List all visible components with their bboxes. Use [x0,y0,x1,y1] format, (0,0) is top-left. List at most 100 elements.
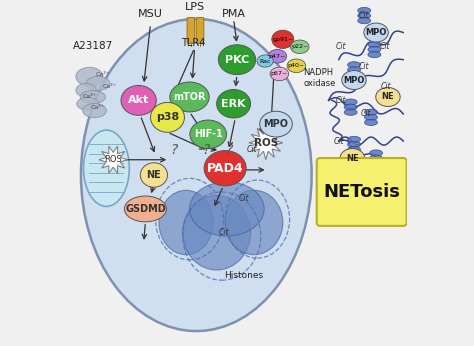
Text: Cit: Cit [381,82,392,91]
Text: GSDMD: GSDMD [125,204,166,214]
Text: p40~: p40~ [288,63,305,68]
FancyBboxPatch shape [196,18,204,43]
Text: Cit: Cit [359,62,369,71]
Polygon shape [249,126,283,160]
Ellipse shape [204,151,246,186]
Text: ROS: ROS [254,138,278,148]
Ellipse shape [291,40,309,54]
Ellipse shape [344,109,357,115]
Ellipse shape [347,72,360,78]
Ellipse shape [340,148,365,167]
Ellipse shape [368,52,381,58]
Text: p47~: p47~ [269,54,286,59]
FancyBboxPatch shape [187,18,195,43]
Text: Histones: Histones [224,271,264,280]
Text: MPO: MPO [264,119,289,129]
Ellipse shape [347,146,360,153]
Ellipse shape [159,190,213,255]
Ellipse shape [260,111,292,137]
Text: gp91~: gp91~ [272,37,293,42]
Ellipse shape [370,160,383,166]
Text: Rac: Rac [259,58,271,64]
Polygon shape [99,146,128,173]
Text: LPS: LPS [184,2,205,12]
Ellipse shape [86,76,110,91]
Ellipse shape [190,120,227,148]
Ellipse shape [80,91,106,103]
Ellipse shape [376,88,400,107]
Text: PMA: PMA [222,9,246,19]
Text: Ca²⁺: Ca²⁺ [91,104,105,110]
Text: Cit: Cit [359,11,369,20]
Text: PAD4: PAD4 [207,162,244,175]
Ellipse shape [170,82,209,112]
Ellipse shape [365,119,377,126]
FancyBboxPatch shape [317,158,407,226]
Text: Cit: Cit [335,42,346,51]
Ellipse shape [77,97,99,110]
Ellipse shape [121,85,156,115]
Ellipse shape [81,19,311,331]
Ellipse shape [344,104,357,110]
Ellipse shape [370,155,383,161]
Text: A23187: A23187 [73,41,113,51]
Text: NE: NE [346,154,359,163]
Text: NADPH
oxidase: NADPH oxidase [303,68,336,88]
Ellipse shape [272,30,294,48]
Text: MSU: MSU [138,9,163,19]
Ellipse shape [365,109,377,115]
Text: Ca²⁺: Ca²⁺ [103,84,117,89]
Text: Cit: Cit [238,194,249,203]
Ellipse shape [347,142,360,147]
Ellipse shape [347,136,360,143]
Text: p22~: p22~ [291,44,309,49]
Ellipse shape [365,114,377,120]
Ellipse shape [190,182,264,236]
Ellipse shape [368,46,381,53]
Text: ROS: ROS [104,155,122,164]
Text: Cit: Cit [379,42,390,51]
Text: Cit: Cit [361,109,371,118]
Ellipse shape [76,67,103,86]
Text: NE: NE [382,92,394,101]
Text: Cit: Cit [335,96,346,105]
Text: PKC: PKC [225,55,249,65]
Text: ?: ? [203,143,210,156]
Ellipse shape [140,163,167,187]
Text: MPO: MPO [343,75,365,84]
Text: Ca²⁺: Ca²⁺ [82,94,96,100]
Ellipse shape [76,83,96,97]
Ellipse shape [347,67,360,73]
Ellipse shape [370,150,383,156]
Text: mTOR: mTOR [173,92,206,102]
Text: p67~: p67~ [271,71,288,76]
Ellipse shape [358,18,371,24]
Ellipse shape [364,23,388,42]
Text: p38: p38 [156,112,179,122]
Ellipse shape [83,130,129,206]
Ellipse shape [358,12,371,19]
Ellipse shape [151,102,184,132]
Text: ?: ? [171,143,178,156]
Text: TLR4: TLR4 [181,38,205,48]
Text: Cit: Cit [334,137,344,146]
Text: NETosis: NETosis [323,183,400,201]
Ellipse shape [342,71,366,90]
Text: Cit: Cit [247,145,257,154]
Ellipse shape [268,49,287,63]
Ellipse shape [257,55,273,67]
Ellipse shape [82,103,106,118]
Ellipse shape [270,67,289,81]
Text: Ca²⁺: Ca²⁺ [96,72,110,78]
Text: HIF-1: HIF-1 [194,129,222,139]
Text: Cit: Cit [218,228,228,237]
Ellipse shape [347,62,360,68]
Ellipse shape [225,190,283,255]
Ellipse shape [344,99,357,105]
Ellipse shape [287,59,306,73]
Text: Akt: Akt [128,95,149,106]
Text: ?: ? [225,143,232,156]
Ellipse shape [182,195,251,270]
Ellipse shape [219,45,255,75]
Text: ERK: ERK [221,99,246,109]
